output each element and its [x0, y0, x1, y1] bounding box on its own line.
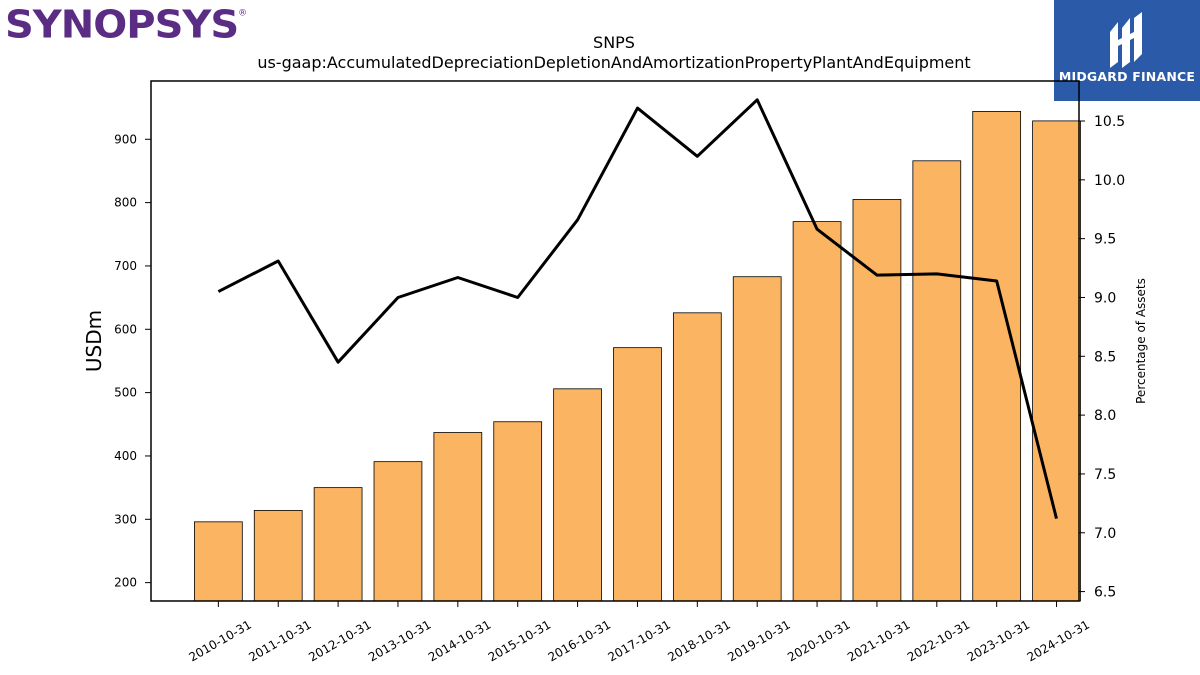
y-axis-ticks: 200 300 400 500 600 700 800 900 [114, 132, 151, 590]
x-tick-label: 2016-10-31 [546, 617, 613, 664]
x-tick-label: 2019-10-31 [725, 617, 792, 664]
y-tick-label: 700 [114, 259, 137, 273]
y-tick-label: 800 [114, 196, 137, 210]
y-tick-label: 400 [114, 449, 137, 463]
bar-2016-10-31 [553, 388, 602, 602]
y-tick-label: 500 [114, 386, 137, 400]
y-tick-label: 200 [114, 576, 137, 590]
bar-2012-10-31 [313, 487, 363, 602]
y-right-tick-label: 9.5 [1094, 232, 1116, 248]
bar-2022-10-31 [912, 160, 962, 602]
midgard-finance-logo-text: MIDGARD FINANCE [1058, 69, 1196, 84]
bar-2017-10-31 [613, 347, 662, 602]
x-tick-label: 2023-10-31 [965, 617, 1032, 664]
synopsys-logo-text: SYNOPSYS [5, 3, 239, 47]
y-right-tick-label: 8.0 [1094, 408, 1116, 424]
y-tick-label: 600 [114, 322, 137, 336]
bar-2010-10-31 [194, 521, 243, 602]
bar-2013-10-31 [373, 461, 423, 602]
x-tick-label: 2022-10-31 [905, 617, 972, 664]
y-right-tick-label: 8.5 [1094, 349, 1116, 365]
x-tick-label: 2015-10-31 [486, 617, 553, 664]
y-right-tick-label: 10.0 [1094, 173, 1125, 189]
x-tick-label: 2014-10-31 [426, 617, 493, 664]
chart-subtitle: us-gaap:AccumulatedDepreciationDepletion… [257, 53, 970, 72]
bar-2015-10-31 [493, 421, 543, 602]
y-right-tick-label: 7.0 [1094, 526, 1116, 542]
bar-2020-10-31 [792, 221, 842, 602]
bar-group [194, 111, 1081, 602]
y-right-tick-label: 9.0 [1094, 290, 1116, 306]
axes [150, 80, 1080, 602]
x-tick-label: 2020-10-31 [785, 617, 852, 664]
line-group [217, 98, 1058, 519]
bar-2018-10-31 [672, 312, 722, 602]
y-axis-label: USDm [82, 310, 106, 372]
x-tick-label: 2024-10-31 [1025, 617, 1092, 664]
y-tick-label: 900 [114, 132, 137, 146]
y-right-tick-label: 7.5 [1094, 467, 1116, 483]
bar-2021-10-31 [852, 199, 902, 602]
synopsys-logo: SYNOPSYS® [5, 3, 247, 47]
y-axis-right-label: Percentage of Assets [1134, 278, 1148, 404]
bar-2024-10-31 [1032, 120, 1081, 602]
y-axis-right-ticks: 6.5 7.0 7.5 8.0 8.5 9.0 9.5 10.0 10.5 [1079, 114, 1125, 601]
x-tick-label: 2017-10-31 [606, 617, 673, 664]
plot-frame [150, 80, 1080, 602]
x-tick-label: 2013-10-31 [366, 617, 433, 664]
y-tick-label: 300 [114, 512, 137, 526]
x-tick-label: 2021-10-31 [845, 617, 912, 664]
percentage-line [217, 98, 1058, 519]
x-axis-ticks: 2010-10-312011-10-312012-10-312013-10-31… [186, 601, 1092, 664]
bar-2023-10-31 [972, 111, 1022, 602]
x-tick-label: 2012-10-31 [306, 617, 373, 664]
y-right-tick-label: 10.5 [1094, 114, 1125, 130]
bar-2014-10-31 [433, 432, 483, 602]
x-tick-label: 2010-10-31 [186, 617, 253, 664]
x-tick-label: 2018-10-31 [665, 617, 732, 664]
bar-2019-10-31 [732, 276, 782, 602]
bar-2011-10-31 [253, 510, 303, 602]
y-right-tick-label: 6.5 [1094, 585, 1116, 601]
registered-mark: ® [238, 8, 247, 19]
chart-title: SNPS [593, 33, 635, 52]
midgard-finance-mark-icon [1110, 12, 1142, 68]
x-tick-label: 2011-10-31 [246, 617, 313, 664]
